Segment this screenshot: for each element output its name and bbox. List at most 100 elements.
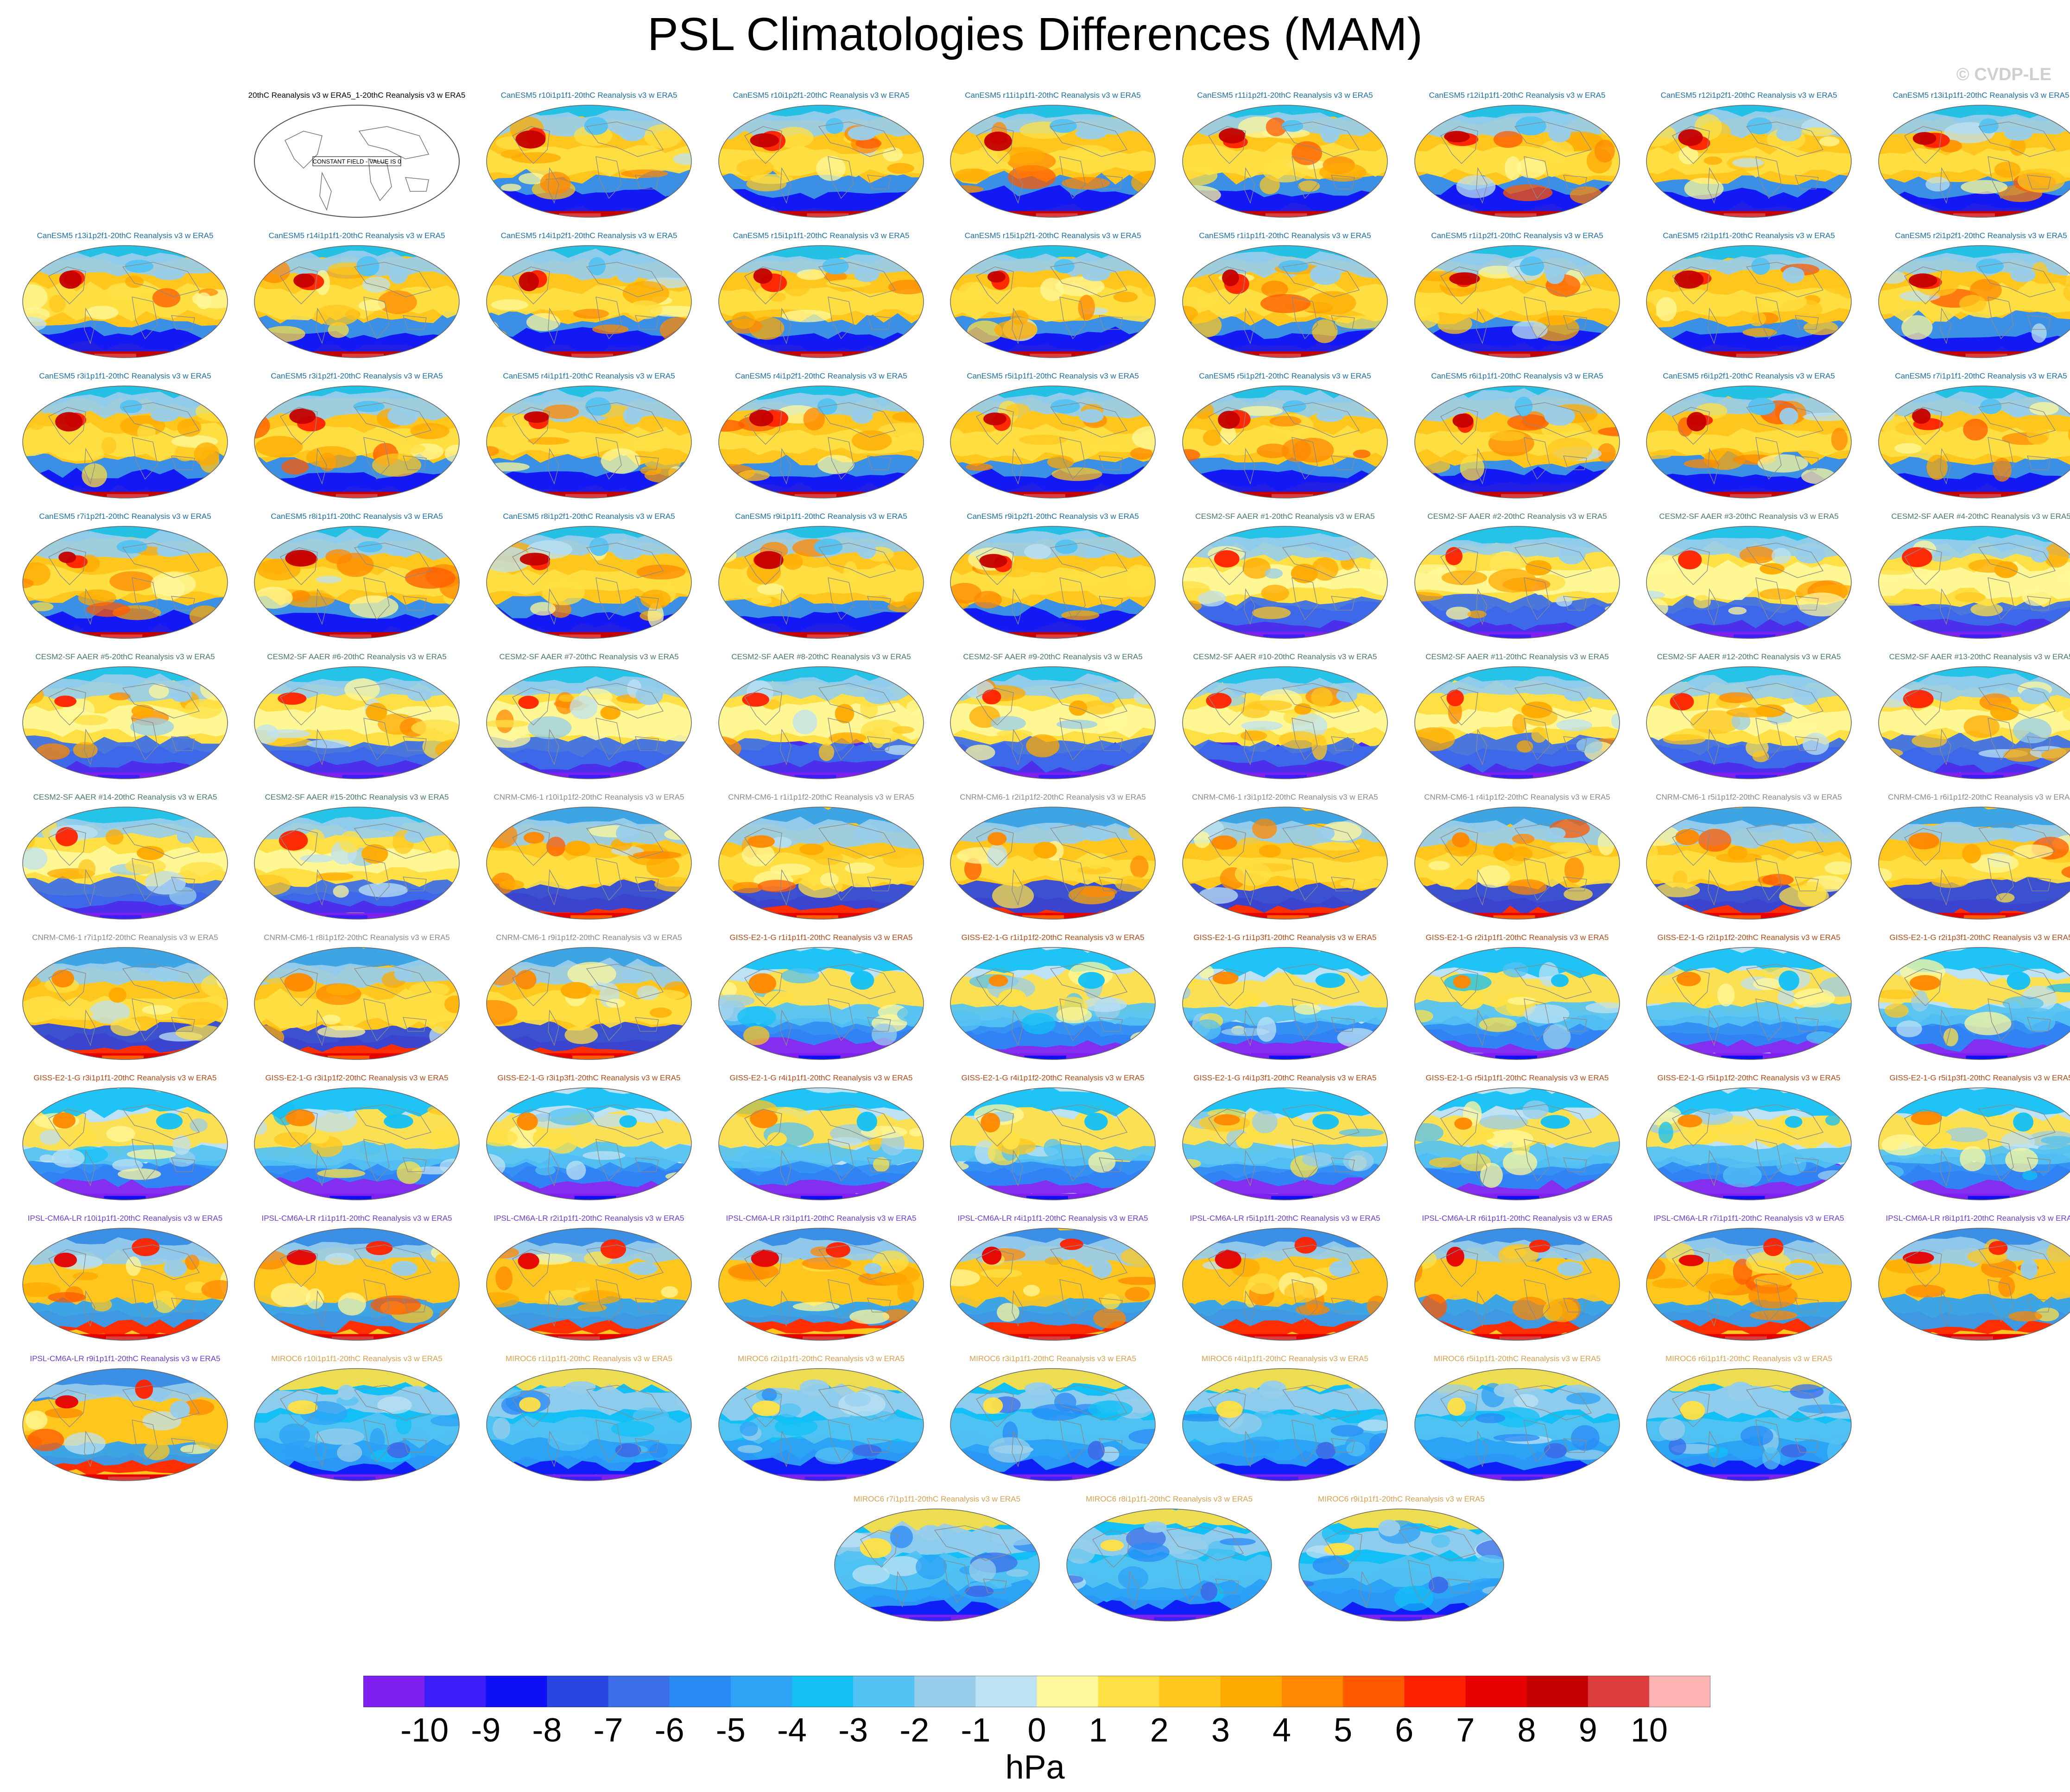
world-map	[22, 1228, 228, 1341]
world-map	[1646, 666, 1852, 779]
panel-label: CanESM5 r4i1p1f1-20thC Reanalysis v3 w E…	[503, 372, 675, 380]
pressure-field	[950, 947, 1155, 1060]
panel-label: IPSL-CM6A-LR r9i1p1f1-20thC Reanalysis v…	[30, 1354, 221, 1363]
pressure-field	[1415, 1369, 1620, 1481]
pressure-field	[487, 947, 691, 1060]
pressure-field	[254, 526, 459, 638]
continent-outlines	[1440, 262, 1592, 345]
colorbar-bin	[1343, 1676, 1405, 1707]
pressure-field	[1067, 1509, 1272, 1621]
colorbar-tick-label: 0	[1027, 1712, 1046, 1749]
chart-title: PSL Climatologies Differences (MAM)	[647, 8, 1423, 60]
map-panel: CanESM5 r14i1p1f1-20thC Reanalysis v3 w …	[241, 231, 473, 370]
panel-label: GISS-E2-1-G r4i1p1f2-20thC Reanalysis v3…	[961, 1073, 1145, 1082]
pressure-field	[1415, 246, 1620, 358]
panel-label: CanESM5 r1i1p2f1-20thC Reanalysis v3 w E…	[1431, 231, 1603, 240]
pressure-field	[1646, 947, 1851, 1060]
map-panel: CNRM-CM6-1 r4i1p1f2-20thC Reanalysis v3 …	[1401, 792, 1633, 931]
world-map	[254, 526, 460, 639]
map-panel: MIROC6 r5i1p1f1-20thC Reanalysis v3 w ER…	[1401, 1354, 1633, 1493]
continent-outlines	[1440, 1385, 1592, 1468]
pressure-field	[487, 1228, 691, 1340]
continent-outlines	[976, 402, 1128, 485]
pressure-field	[23, 1088, 228, 1200]
world-map	[1646, 947, 1852, 1060]
world-map	[718, 807, 924, 920]
colorbar-bin	[791, 1676, 854, 1707]
map-panel: CanESM5 r3i1p1f1-20thC Reanalysis v3 w E…	[9, 371, 241, 510]
map-panel: GISS-E2-1-G r1i1p1f2-20thC Reanalysis v3…	[937, 933, 1169, 1072]
continent-outlines	[280, 262, 432, 345]
pressure-field	[1879, 1228, 2070, 1340]
map-panel: CanESM5 r8i1p1f1-20thC Reanalysis v3 w E…	[241, 511, 473, 650]
panel-label: CanESM5 r1i1p1f1-20thC Reanalysis v3 w E…	[1199, 231, 1371, 240]
pressure-field	[1879, 667, 2070, 779]
pressure-field	[487, 807, 691, 919]
continent-outlines	[1672, 964, 1824, 1047]
map-panel: GISS-E2-1-G r2i1p1f1-20thC Reanalysis v3…	[1401, 933, 1633, 1072]
map-panel: CESM2-SF AAER #10-20thC Reanalysis v3 w …	[1169, 652, 1401, 791]
panel-label: IPSL-CM6A-LR r7i1p1f1-20thC Reanalysis v…	[1653, 1214, 1844, 1223]
pressure-field	[950, 1228, 1155, 1340]
colorbar-bin	[914, 1676, 976, 1707]
colorbar-tick-label: 8	[1517, 1712, 1536, 1749]
continent-outlines	[744, 683, 896, 766]
continent-outlines	[512, 402, 664, 485]
panel-label: MIROC6 r10i1p1f1-20thC Reanalysis v3 w E…	[271, 1354, 443, 1363]
pressure-field	[487, 1088, 691, 1200]
continent-outlines	[512, 1104, 664, 1187]
pressure-field	[487, 1369, 691, 1481]
map-panel: IPSL-CM6A-LR r6i1p1f1-20thC Reanalysis v…	[1401, 1213, 1633, 1352]
continent-outlines	[284, 126, 430, 211]
continent-outlines	[744, 1244, 896, 1327]
continent-outlines	[1904, 262, 2056, 345]
panel-label: MIROC6 r3i1p1f1-20thC Reanalysis v3 w ER…	[969, 1354, 1136, 1363]
map-panel: CanESM5 r15i1p1f1-20thC Reanalysis v3 w …	[705, 231, 937, 370]
map-panel: CanESM5 r8i1p2f1-20thC Reanalysis v3 w E…	[473, 511, 705, 650]
map-panel: GISS-E2-1-G r1i1p3f1-20thC Reanalysis v3…	[1169, 933, 1401, 1072]
panel-label: CanESM5 r8i1p1f1-20thC Reanalysis v3 w E…	[271, 512, 443, 521]
world-map	[1298, 1508, 1504, 1622]
pressure-field	[1415, 667, 1620, 779]
world-map	[950, 1087, 1156, 1200]
map-panel: 20thC Reanalysis v3 w ERA5_1-20thC Reana…	[241, 90, 473, 229]
pressure-field	[719, 1228, 924, 1340]
continent-outlines	[512, 262, 664, 345]
continent-outlines	[744, 402, 896, 485]
map-panel: CanESM5 r1i1p2f1-20thC Reanalysis v3 w E…	[1401, 231, 1633, 370]
colorbar-tick-label: -8	[532, 1712, 562, 1749]
pressure-field	[1415, 526, 1620, 638]
continent-outlines	[512, 823, 664, 906]
pressure-field	[1879, 246, 2070, 358]
pressure-field	[23, 1369, 228, 1481]
continent-outlines	[280, 683, 432, 766]
world-map	[834, 1508, 1040, 1622]
panel-label: CNRM-CM6-1 r9i1p1f2-20thC Reanalysis v3 …	[496, 933, 682, 942]
continent-outlines	[48, 262, 200, 345]
pressure-field	[487, 386, 691, 498]
continent-outlines	[48, 1104, 200, 1187]
panel-label: MIROC6 r6i1p1f1-20thC Reanalysis v3 w ER…	[1665, 1354, 1832, 1363]
panel-label: IPSL-CM6A-LR r6i1p1f1-20thC Reanalysis v…	[1422, 1214, 1613, 1223]
world-map	[950, 245, 1156, 358]
colorbar-bin	[853, 1676, 915, 1707]
map-panel: CanESM5 r5i1p1f1-20thC Reanalysis v3 w E…	[937, 371, 1169, 510]
panel-label: MIROC6 r8i1p1f1-20thC Reanalysis v3 w ER…	[1086, 1495, 1253, 1503]
continent-outlines	[1208, 964, 1360, 1047]
world-map	[718, 245, 924, 358]
panel-label: CanESM5 r13i1p2f1-20thC Reanalysis v3 w …	[37, 231, 214, 240]
colorbar-bin	[1404, 1676, 1466, 1707]
panel-label: CanESM5 r12i1p1f1-20thC Reanalysis v3 w …	[1429, 91, 1606, 100]
pressure-field	[950, 105, 1155, 217]
pressure-field	[1646, 667, 1851, 779]
world-map	[254, 1087, 460, 1200]
world-map	[486, 385, 692, 498]
map-panel: CESM2-SF AAER #15-20thC Reanalysis v3 w …	[241, 792, 473, 931]
world-map	[1414, 526, 1620, 639]
world-map	[22, 245, 228, 358]
pressure-field	[719, 807, 924, 919]
map-panel: CanESM5 r12i1p1f1-20thC Reanalysis v3 w …	[1401, 90, 1633, 229]
pressure-field	[719, 246, 924, 358]
panel-label: IPSL-CM6A-LR r3i1p1f1-20thC Reanalysis v…	[726, 1214, 917, 1223]
